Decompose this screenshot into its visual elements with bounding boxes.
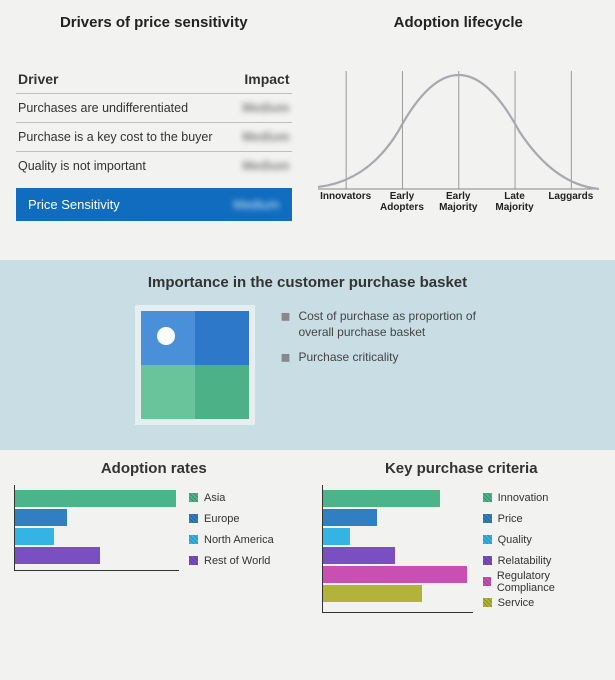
drivers-panel: Drivers of price sensitivity Driver Impa… bbox=[0, 0, 308, 260]
basket-legend: ◼ Cost of purchase as proportion of overa… bbox=[281, 305, 481, 376]
hbar bbox=[323, 509, 377, 526]
hbar bbox=[323, 585, 422, 602]
treemap-cell bbox=[195, 365, 249, 419]
drivers-head-driver: Driver bbox=[18, 71, 58, 87]
hbar bbox=[323, 547, 395, 564]
drivers-row: Quality is not important Medium bbox=[16, 151, 292, 180]
adoption-rates-chart: Asia Europe North America Rest of World bbox=[14, 485, 294, 571]
legend-label: Regulatory Compliance bbox=[497, 570, 601, 594]
basket-panel: Importance in the customer purchase bask… bbox=[0, 260, 615, 450]
purchase-criteria-chart: Innovation Price Quality Relatability Regula… bbox=[322, 485, 602, 613]
basket-legend-label: Purchase criticality bbox=[298, 350, 398, 366]
adoption-rates-bars bbox=[14, 485, 179, 571]
legend-swatch bbox=[483, 577, 491, 586]
legend-swatch bbox=[189, 493, 198, 502]
hbar bbox=[15, 528, 54, 545]
drivers-summary-impact: Medium bbox=[233, 197, 279, 212]
lifecycle-category-label: Early Majority bbox=[430, 191, 486, 213]
legend-swatch bbox=[483, 514, 492, 523]
basket-title: Importance in the customer purchase bask… bbox=[18, 274, 597, 291]
treemap-dot bbox=[157, 327, 175, 345]
legend-swatch bbox=[483, 493, 492, 502]
bullet-icon: ◼ bbox=[281, 309, 291, 325]
legend-item: Rest of World bbox=[189, 550, 274, 571]
drivers-head-impact: Impact bbox=[244, 71, 289, 87]
basket-treemap bbox=[135, 305, 255, 425]
adoption-rates-legend: Asia Europe North America Rest of World bbox=[189, 485, 274, 571]
drivers-summary-row: Price Sensitivity Medium bbox=[16, 188, 292, 221]
legend-label: Price bbox=[498, 513, 523, 525]
basket-legend-label: Cost of purchase as proportion of overal… bbox=[298, 309, 480, 340]
adoption-rates-panel: Adoption rates Asia Europe North America Re… bbox=[0, 450, 308, 680]
drivers-title: Drivers of price sensitivity bbox=[16, 14, 292, 31]
purchase-criteria-legend: Innovation Price Quality Relatability Regula… bbox=[483, 485, 601, 613]
purchase-criteria-title: Key purchase criteria bbox=[322, 460, 602, 477]
legend-swatch bbox=[189, 535, 198, 544]
drivers-row: Purchases are undifferentiated Medium bbox=[16, 93, 292, 122]
lifecycle-category-label: Early Adopters bbox=[374, 191, 430, 213]
hbar bbox=[15, 509, 67, 526]
driver-label: Purchase is a key cost to the buyer bbox=[18, 130, 213, 144]
lifecycle-panel: Adoption lifecycle InnovatorsEarly Adopt… bbox=[308, 0, 615, 260]
hbar bbox=[15, 490, 176, 507]
legend-item: Europe bbox=[189, 508, 274, 529]
legend-label: Service bbox=[498, 597, 535, 609]
driver-impact: Medium bbox=[242, 101, 289, 115]
treemap-cell bbox=[141, 365, 195, 419]
drivers-table-body: Purchases are undifferentiatedMediumPurc… bbox=[16, 93, 292, 180]
legend-label: Rest of World bbox=[204, 555, 270, 567]
bottom-row: Adoption rates Asia Europe North America Re… bbox=[0, 450, 615, 680]
top-row: Drivers of price sensitivity Driver Impa… bbox=[0, 0, 615, 260]
driver-impact: Medium bbox=[242, 159, 289, 173]
legend-swatch bbox=[189, 514, 198, 523]
legend-label: Quality bbox=[498, 534, 532, 546]
hbar bbox=[323, 528, 350, 545]
basket-legend-item: ◼ Cost of purchase as proportion of overa… bbox=[281, 309, 481, 340]
lifecycle-category-label: Innovators bbox=[318, 191, 374, 213]
purchase-criteria-bars bbox=[322, 485, 473, 613]
legend-swatch bbox=[483, 556, 492, 565]
legend-label: Relatability bbox=[498, 555, 552, 567]
lifecycle-svg bbox=[318, 61, 600, 191]
lifecycle-category-label: Late Majority bbox=[486, 191, 542, 213]
legend-label: Europe bbox=[204, 513, 239, 525]
driver-label: Purchases are undifferentiated bbox=[18, 101, 188, 115]
basket-content: ◼ Cost of purchase as proportion of overa… bbox=[18, 305, 597, 425]
legend-item: Relatability bbox=[483, 550, 601, 571]
legend-label: North America bbox=[204, 534, 274, 546]
purchase-criteria-panel: Key purchase criteria Innovation Price Qua… bbox=[308, 450, 615, 680]
legend-item: North America bbox=[189, 529, 274, 550]
drivers-row: Purchase is a key cost to the buyer Mediu… bbox=[16, 122, 292, 151]
lifecycle-labels: InnovatorsEarly AdoptersEarly MajorityLa… bbox=[318, 191, 600, 213]
lifecycle-title: Adoption lifecycle bbox=[318, 14, 600, 31]
driver-impact: Medium bbox=[242, 130, 289, 144]
treemap-cell bbox=[195, 311, 249, 365]
hbar bbox=[323, 566, 467, 583]
legend-label: Innovation bbox=[498, 492, 549, 504]
legend-item: Innovation bbox=[483, 487, 601, 508]
legend-label: Asia bbox=[204, 492, 225, 504]
bullet-icon: ◼ bbox=[281, 350, 291, 366]
legend-item: Regulatory Compliance bbox=[483, 571, 601, 592]
lifecycle-category-label: Laggards bbox=[543, 191, 599, 213]
adoption-rates-title: Adoption rates bbox=[14, 460, 294, 477]
lifecycle-chart: InnovatorsEarly AdoptersEarly MajorityLa… bbox=[318, 61, 600, 226]
legend-item: Price bbox=[483, 508, 601, 529]
basket-legend-item: ◼ Purchase criticality bbox=[281, 350, 481, 366]
legend-swatch bbox=[189, 556, 198, 565]
legend-swatch bbox=[483, 535, 492, 544]
legend-swatch bbox=[483, 598, 492, 607]
hbar bbox=[323, 490, 440, 507]
drivers-table-head: Driver Impact bbox=[16, 45, 292, 93]
hbar bbox=[15, 547, 100, 564]
drivers-summary-label: Price Sensitivity bbox=[28, 197, 120, 212]
legend-item: Service bbox=[483, 592, 601, 613]
lifecycle-gridlines bbox=[346, 71, 571, 189]
legend-item: Quality bbox=[483, 529, 601, 550]
driver-label: Quality is not important bbox=[18, 159, 146, 173]
legend-item: Asia bbox=[189, 487, 274, 508]
